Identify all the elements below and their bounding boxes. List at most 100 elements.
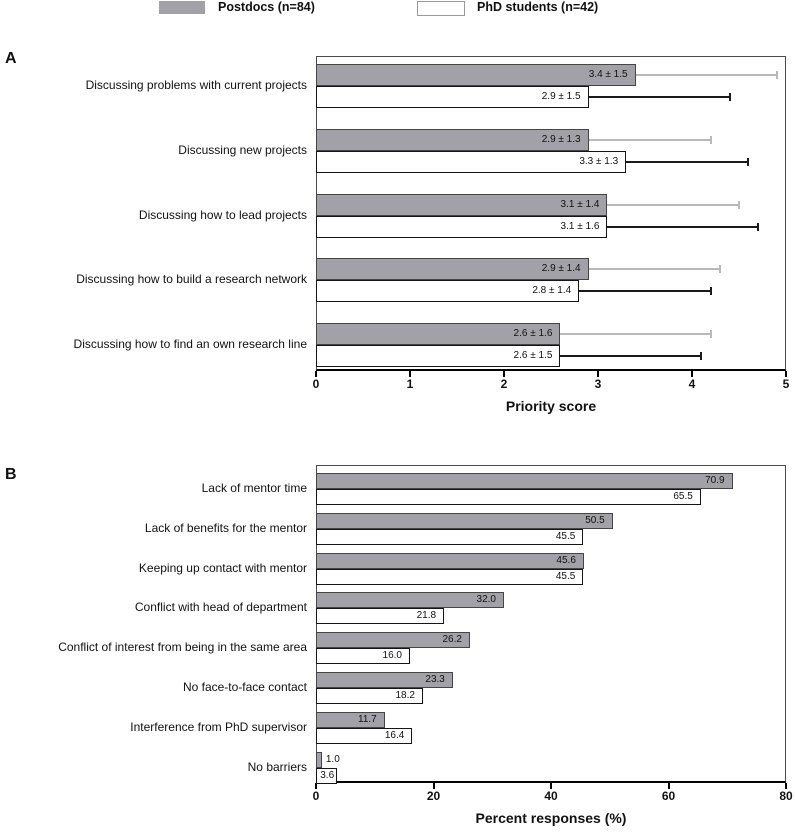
- bar-value-label: 45.5: [555, 530, 576, 542]
- error-bar-line: [626, 160, 749, 163]
- x-axis-tick-label: 80: [779, 789, 793, 803]
- category-label: Keeping up contact with mentor: [138, 560, 307, 575]
- bar-value-label: 65.5: [673, 491, 693, 502]
- category-label: Discussing how to build a research netwo…: [76, 272, 307, 287]
- bar-phd-students: [316, 150, 627, 173]
- category-label: Discussing how to lead projects: [138, 207, 307, 222]
- legend-label-phd: PhD students (n=42): [477, 0, 599, 14]
- bar-value-label: 2.9 ± 1.3: [541, 133, 581, 145]
- bar-phd-students: [316, 280, 580, 303]
- bar-value-label: 1.0: [325, 753, 340, 765]
- bar-value-label: 3.6: [320, 769, 335, 781]
- bar-value-label: 3.3 ± 1.3: [579, 155, 619, 167]
- bar-phd-students: [316, 528, 584, 545]
- error-bar-line: [607, 203, 739, 206]
- x-axis-tick: [667, 783, 670, 789]
- x-axis-tick-label: 5: [782, 377, 790, 391]
- bar-value-label: 45.6: [556, 554, 576, 566]
- category-label: Lack of benefits for the mentor: [144, 520, 307, 535]
- error-bar-line: [588, 138, 711, 141]
- error-bar-line: [607, 225, 758, 228]
- bar-phd-students: [316, 727, 413, 744]
- x-axis-tick-label: 1: [406, 377, 414, 391]
- error-bar-line: [560, 355, 702, 357]
- bar-value-label: 16.0: [382, 650, 402, 662]
- bar-phd-students: [316, 215, 608, 238]
- error-bar-cap: [756, 222, 759, 231]
- category-label: Conflict with head of department: [134, 600, 307, 615]
- error-bar-line: [588, 96, 730, 98]
- bar-value-label: 2.8 ± 1.4: [532, 285, 572, 297]
- bar-value-label: 45.5: [555, 570, 576, 582]
- x-axis-tick: [409, 371, 411, 377]
- bar-phd-students: [316, 648, 410, 665]
- panel-label-b: B: [5, 466, 17, 483]
- error-bar-cap: [747, 157, 750, 166]
- bar-phd-students: [316, 608, 445, 625]
- x-axis-title: Percent responses (%): [475, 810, 627, 826]
- x-axis-tick: [785, 371, 787, 377]
- error-bar-cap: [719, 265, 722, 274]
- category-label: No face-to-face contact: [182, 680, 307, 694]
- bar-phd-students: [316, 767, 338, 784]
- bar-value-label: 3.1 ± 1.6: [560, 220, 600, 232]
- bar-value-label: 70.9: [705, 475, 725, 486]
- bar-postdocs: [316, 193, 608, 216]
- bar-value-label: 26.2: [442, 634, 462, 646]
- error-bar-cap: [709, 287, 712, 296]
- legend-swatch-phd-icon: [417, 1, 465, 16]
- x-axis-tick-label: 2: [500, 377, 508, 391]
- bar-phd-students: [316, 568, 584, 585]
- error-bar-cap: [700, 352, 703, 360]
- bar-value-label: 2.9 ± 1.4: [541, 263, 581, 275]
- bar-postdocs: [316, 512, 613, 529]
- bar-phd-students: [316, 489, 701, 505]
- category-label: No barriers: [247, 759, 307, 774]
- category-label: Discussing new projects: [178, 142, 307, 157]
- bar-value-label: 18.2: [395, 690, 415, 701]
- bar-postdocs: [316, 592, 504, 609]
- x-axis-tick: [785, 783, 787, 789]
- bar-postdocs: [316, 323, 561, 345]
- bar-postdocs: [316, 258, 589, 281]
- x-axis-tick: [315, 371, 317, 377]
- bar-postdocs: [316, 128, 589, 151]
- bar-phd-students: [316, 86, 589, 108]
- error-bar-cap: [775, 71, 778, 79]
- error-bar-line: [560, 333, 711, 335]
- category-label: Lack of mentor time: [201, 481, 307, 495]
- x-axis-tick: [432, 783, 435, 789]
- bar-value-label: 2.9 ± 1.5: [541, 91, 581, 102]
- bar-value-label: 11.7: [358, 713, 377, 725]
- error-bar-cap: [709, 330, 712, 338]
- x-axis-tick-label: 60: [661, 789, 676, 803]
- x-axis-tick: [550, 783, 552, 789]
- bar-phd-students: [316, 345, 561, 367]
- category-label: Discussing problems with current project…: [85, 78, 307, 92]
- x-axis-tick-label: 40: [544, 789, 558, 803]
- x-axis-tick-label: 0: [312, 789, 320, 803]
- error-bar-cap: [738, 200, 740, 209]
- x-axis-tick-label: 20: [426, 789, 441, 803]
- error-bar-line: [579, 290, 711, 293]
- bar-value-label: 2.6 ± 1.5: [513, 350, 553, 361]
- bar-value-label: 21.8: [416, 610, 437, 622]
- x-axis-tick-label: 3: [594, 377, 602, 391]
- bar-postdocs: [316, 751, 322, 768]
- error-bar-cap: [728, 93, 731, 101]
- legend-swatch-postdocs-icon: [159, 1, 205, 14]
- x-axis-tick: [503, 371, 505, 377]
- category-label: Interference from PhD supervisor: [130, 719, 307, 734]
- error-bar-cap: [709, 135, 712, 144]
- x-axis-tick: [597, 371, 599, 377]
- x-axis-tick: [691, 371, 693, 377]
- panel-label-a: A: [5, 50, 17, 67]
- x-axis-tick-label: 4: [688, 377, 696, 391]
- error-bar-line: [635, 74, 777, 76]
- category-label: Discussing how to find an own research l…: [73, 337, 307, 351]
- bar-value-label: 3.4 ± 1.5: [588, 69, 628, 80]
- legend-label-postdocs: Postdocs (n=84): [218, 0, 315, 14]
- bar-postdocs: [316, 64, 636, 86]
- bar-value-label: 3.1 ± 1.4: [560, 198, 600, 210]
